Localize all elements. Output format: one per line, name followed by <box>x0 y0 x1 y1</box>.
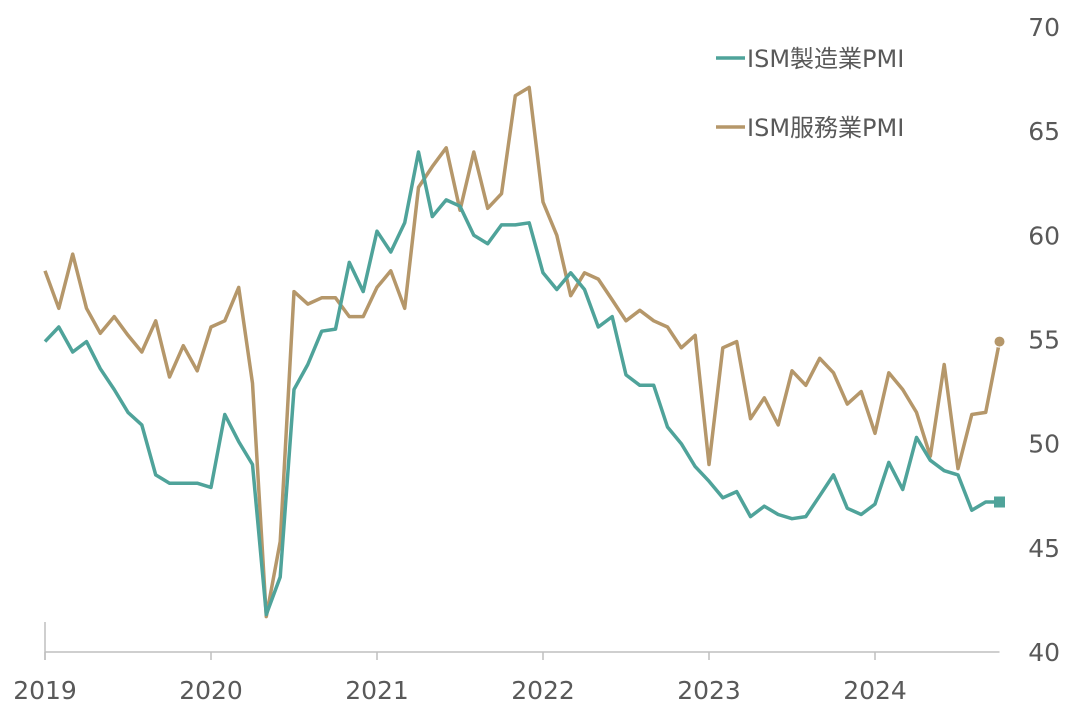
x-tick-label: 2020 <box>179 676 243 705</box>
series-line <box>43 85 1002 619</box>
legend-label: ISM製造業PMI <box>747 45 904 73</box>
end-marker-square <box>994 496 1005 508</box>
series-1 <box>43 85 1006 619</box>
x-tick-label: 2022 <box>511 676 575 705</box>
y-tick-label: 45 <box>1028 534 1060 563</box>
x-tick-label: 2024 <box>843 676 907 705</box>
legend-label: ISM服務業PMI <box>747 114 904 142</box>
y-tick-label: 65 <box>1028 117 1060 146</box>
series-lines <box>43 85 1006 619</box>
series-line <box>43 150 1000 617</box>
y-tick-label: 55 <box>1028 326 1060 355</box>
end-marker-circle <box>993 335 1006 348</box>
y-tick-label: 50 <box>1028 430 1060 459</box>
series-0 <box>43 150 1005 617</box>
x-tick-label: 2019 <box>13 676 77 705</box>
legend-item: ISM製造業PMI <box>716 45 904 73</box>
legend: ISM製造業PMI ISM服務業PMI <box>716 45 904 142</box>
x-axis-labels: 2019 2020 2021 2022 2023 2024 <box>13 676 907 705</box>
x-tick-label: 2023 <box>677 676 741 705</box>
x-tick-label: 2021 <box>345 676 409 705</box>
y-tick-label: 70 <box>1028 13 1060 42</box>
y-axis-labels: 40 45 50 55 60 65 70 <box>1028 13 1060 667</box>
axes <box>44 622 1000 660</box>
y-tick-label: 40 <box>1028 638 1060 667</box>
y-tick-label: 60 <box>1028 221 1060 250</box>
legend-item: ISM服務業PMI <box>716 114 904 142</box>
